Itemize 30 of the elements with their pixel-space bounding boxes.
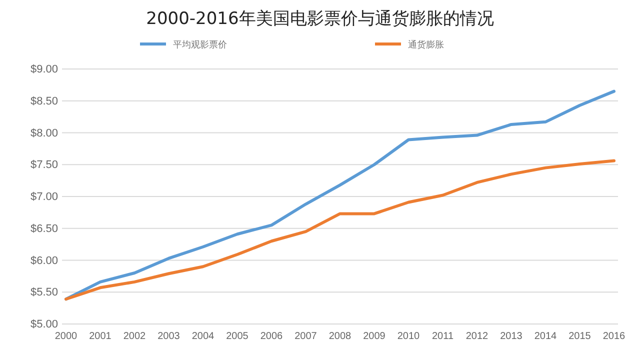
x-tick-label: 2008: [328, 331, 352, 342]
y-tick-label: $8.00: [30, 127, 58, 140]
y-tick-label: $6.50: [30, 222, 58, 235]
x-tick-label: 2007: [294, 331, 318, 342]
x-tick-label: 2001: [89, 331, 112, 342]
y-tick-label: $9.00: [30, 64, 58, 76]
x-tick-label: 2014: [534, 331, 558, 342]
x-tick-label: 2015: [568, 331, 592, 342]
x-tick-label: 2006: [260, 331, 284, 342]
legend-label: 平均观影票价: [173, 40, 227, 50]
y-tick-label: $7.50: [30, 159, 58, 172]
x-tick-label: 2004: [192, 331, 215, 342]
x-tick-label: 2005: [226, 331, 249, 342]
x-tick-label: 2016: [602, 331, 626, 342]
chart-title: 2000-2016年美国电影票价与通货膨胀的情况: [146, 9, 494, 29]
x-tick-label: 2003: [158, 331, 180, 342]
y-tick-label: $6.00: [30, 254, 58, 267]
y-tick-label: $5.00: [30, 318, 58, 331]
x-tick-label: 2010: [397, 331, 420, 342]
x-tick-label: 2012: [466, 331, 489, 342]
line-series: [64, 159, 616, 301]
x-tick-label: 2009: [363, 331, 386, 342]
legend-label: 通货膨胀: [408, 40, 444, 50]
x-tick-label: 2000: [54, 331, 78, 342]
y-tick-label: $5.50: [30, 286, 58, 299]
y-tick-label: $8.50: [30, 95, 58, 108]
x-tick-label: 2002: [123, 331, 146, 342]
x-tick-label: 2013: [500, 331, 523, 342]
y-tick-label: $7.00: [30, 191, 58, 204]
x-tick-label: 2011: [432, 331, 454, 342]
